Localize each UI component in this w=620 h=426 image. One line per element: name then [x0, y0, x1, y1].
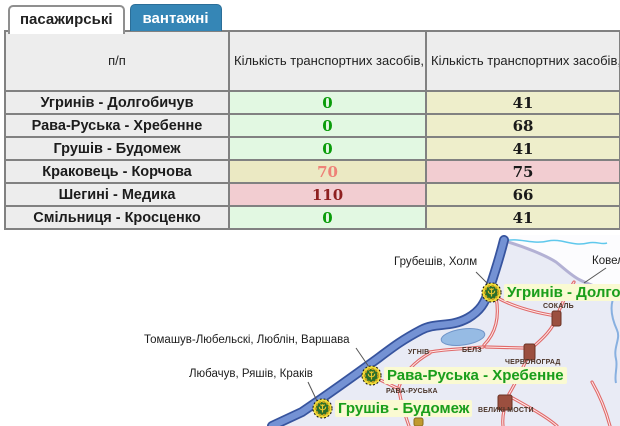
table-row: Грушів - Будомеж 0 41: [4, 136, 620, 161]
waiting-at-value: 66: [425, 182, 620, 207]
checkpoint-name: Угринів - Долгобичув: [4, 90, 230, 115]
customs-icon: [481, 282, 502, 303]
town-label-belz: БЕЛЗ: [462, 347, 482, 354]
column-header-checkpoint: п/п: [4, 30, 230, 92]
direction-label-lyubachuv: Любачув, Ряшів, Краків: [189, 368, 313, 380]
direction-label-hrubeshiv: Грубешів, Холм: [394, 256, 478, 268]
table-header-row: п/п Кількість транспортних засобів, що о…: [4, 30, 620, 92]
border-map: Грубешів, Холм Томашув-Любельскі, Люблін…: [0, 235, 620, 426]
waiting-at-value: 41: [425, 90, 620, 115]
town-markers: [413, 310, 562, 426]
checkpoint-name: Грушів - Будомеж: [4, 136, 230, 161]
waiting-before-value: 70: [228, 159, 427, 184]
crossing-label: Угринів - Долгобичув: [504, 284, 620, 301]
checkpoint-name: Краковець - Корчова: [4, 159, 230, 184]
table-row: Краковець - Корчова 70 75: [4, 159, 620, 184]
waiting-before-value: 0: [228, 205, 427, 230]
table-row: Смільниця - Кросценко 0 41: [4, 205, 620, 230]
table-row: Рава-Руська - Хребенне 0 68: [4, 113, 620, 138]
town-marker-velyki-mosty: [497, 394, 513, 411]
leader-lines: [307, 267, 607, 402]
direction-label-tomashuv: Томашув-Любельскі, Люблін, Варшава: [144, 334, 350, 346]
waiting-before-value: 0: [228, 136, 427, 161]
customs-icon: [361, 365, 382, 386]
table-row: Угринів - Долгобичув 0 41: [4, 90, 620, 115]
town-marker-small: [413, 417, 424, 426]
column-header-waiting-at: Кількість транспортних засобів, що очіку…: [425, 30, 620, 92]
tab-passenger[interactable]: пасажирські: [8, 5, 125, 34]
direction-label-kovel: Ковель: [592, 255, 620, 267]
river-line-top: [502, 239, 608, 245]
checkpoint-name: Рава-Руська - Хребенне: [4, 113, 230, 138]
column-header-waiting-before: Кількість транспортних засобів, що очіку…: [228, 30, 427, 92]
town-marker-chervonohrad: [523, 343, 536, 361]
map-crossing-hrushiv[interactable]: Грушів - Будомеж: [312, 398, 473, 419]
map-crossing-uhryniv[interactable]: Угринів - Долгобичув: [481, 282, 620, 303]
map-geography: [267, 235, 620, 426]
town-label-sokal: СОКАЛЬ: [543, 303, 574, 310]
town-label-chervonohrad: ЧЕРВОНОГРАД: [505, 359, 561, 366]
tab-freight[interactable]: вантажні: [129, 4, 222, 31]
customs-icon: [312, 398, 333, 419]
queue-table-wrap: п/п Кількість транспортних засобів, що о…: [4, 30, 620, 230]
map-crossing-rava-ruska[interactable]: Рава-Руська - Хребенне: [361, 365, 567, 386]
town-label-uhniv: УГНІВ: [408, 349, 430, 356]
waiting-at-value: 68: [425, 113, 620, 138]
waiting-before-value: 0: [228, 113, 427, 138]
table-row: Шегині - Медика 110 66: [4, 182, 620, 207]
river-line-right: [610, 292, 620, 384]
waiting-at-value: 41: [425, 205, 620, 230]
waiting-before-value: 0: [228, 90, 427, 115]
crossing-label: Грушів - Будомеж: [335, 400, 473, 417]
tab-bar: пасажирські вантажні: [8, 4, 222, 34]
crossing-label: Рава-Руська - Хребенне: [384, 367, 567, 384]
town-marker-sokal: [551, 310, 562, 327]
waiting-before-value: 110: [228, 182, 427, 207]
checkpoint-name: Смільниця - Кросценко: [4, 205, 230, 230]
waiting-at-value: 75: [425, 159, 620, 184]
town-label-velyki-mosty: ВЕЛИКІ МОСТИ: [478, 407, 534, 414]
waiting-at-value: 41: [425, 136, 620, 161]
lake: [440, 328, 486, 346]
queue-table: п/п Кількість транспортних засобів, що о…: [4, 30, 620, 230]
checkpoint-name: Шегині - Медика: [4, 182, 230, 207]
town-label-rava-ruska: РАВА-РУСЬКА: [386, 388, 438, 395]
